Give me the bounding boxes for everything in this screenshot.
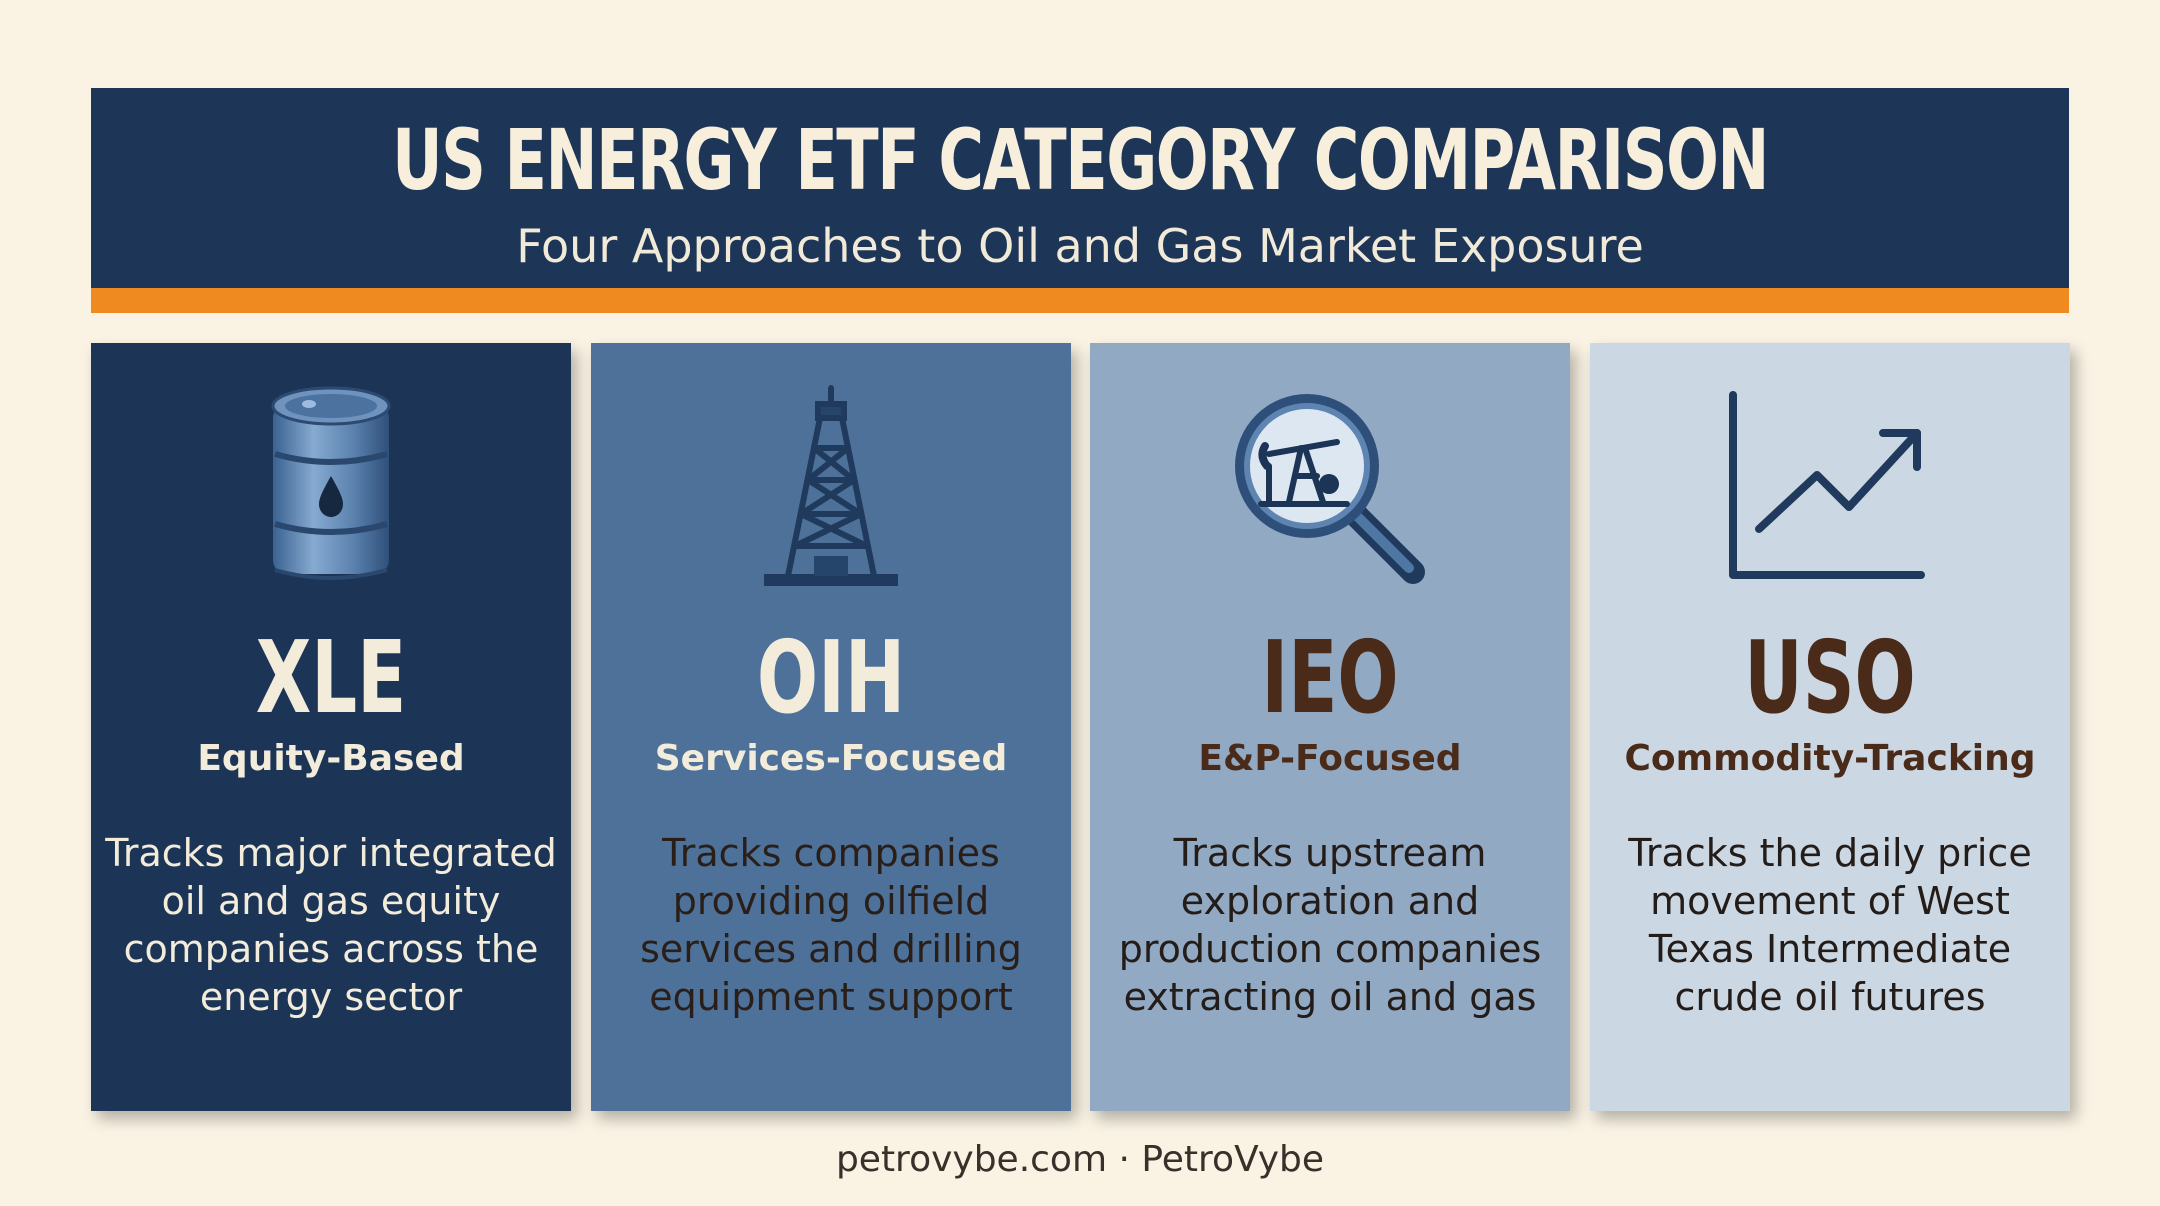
etf-card-uso: USO Commodity-Tracking Tracks the daily …	[1590, 343, 2070, 1111]
ticker-symbol: IEO	[1261, 619, 1399, 736]
category-label: E&P-Focused	[1198, 738, 1462, 779]
category-label: Equity-Based	[197, 738, 465, 779]
footer-credit: petrovybe.com · PetroVybe	[835, 1139, 1325, 1180]
accent-divider	[91, 288, 2069, 313]
etf-card-ieo: IEO E&P-Focused Tracks upstream explorat…	[1090, 343, 1570, 1111]
category-label: Commodity-Tracking	[1624, 738, 2036, 779]
oil-barrel-icon	[91, 379, 571, 599]
page-title: US ENERGY ETF CATEGORY COMPARISON	[392, 111, 1769, 209]
category-label: Services-Focused	[654, 738, 1008, 779]
drilling-rig-icon	[591, 379, 1071, 599]
etf-card-xle: XLE Equity-Based Tracks major integrated…	[91, 343, 571, 1111]
ticker-symbol: XLE	[255, 619, 407, 736]
category-description: Tracks companies providing oilfield serv…	[640, 831, 1022, 1019]
magnifier-pumpjack-icon	[1090, 379, 1570, 599]
header-banner: US ENERGY ETF CATEGORY COMPARISON Four A…	[91, 88, 2069, 288]
etf-card-oih: OIH Services-Focused Tracks companies pr…	[591, 343, 1071, 1111]
ticker-symbol: OIH	[756, 619, 906, 736]
page-subtitle: Four Approaches to Oil and Gas Market Ex…	[516, 219, 1644, 273]
ticker-symbol: USO	[1744, 619, 1916, 736]
category-description: Tracks the daily price movement of West …	[1628, 831, 2032, 1019]
line-chart-icon	[1590, 379, 2070, 599]
category-description: Tracks upstream exploration and producti…	[1118, 831, 1542, 1019]
category-description: Tracks major integrated oil and gas equi…	[105, 831, 557, 1019]
